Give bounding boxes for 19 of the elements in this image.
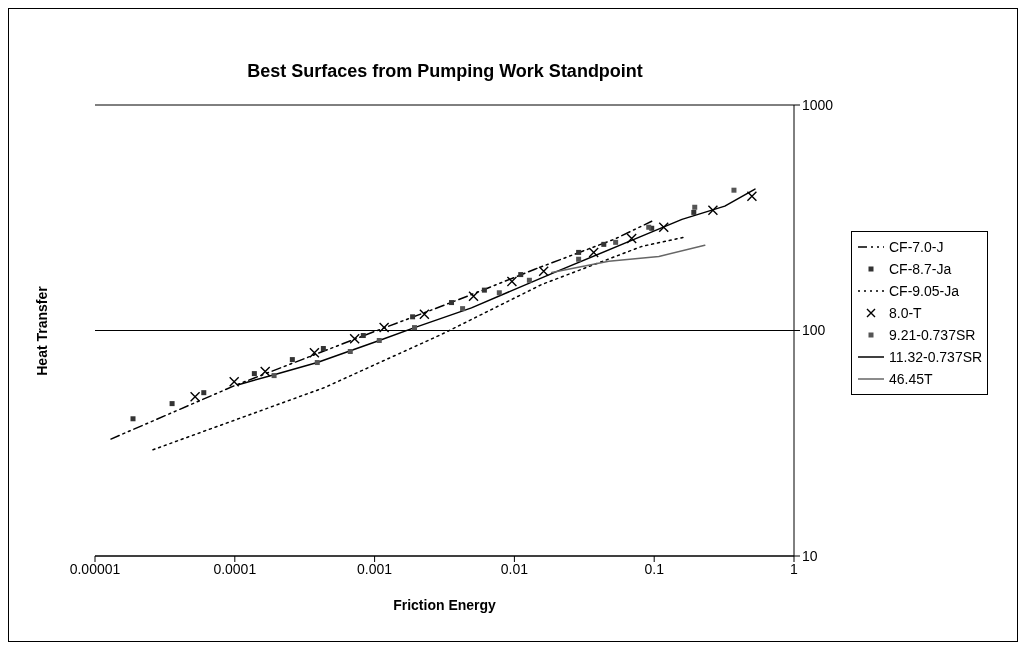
y-tick-label: 10 (802, 547, 818, 564)
x-tick-label: 1 (790, 560, 799, 577)
x-axis-title: Friction Energy (393, 597, 497, 613)
y-axis-title: Heat Transfer (34, 286, 50, 376)
legend-label: CF-9.05-Ja (889, 283, 960, 299)
x-tick-label: 0.01 (500, 560, 529, 577)
chart-title: Best Surfaces from Pumping Work Standpoint (246, 61, 644, 82)
legend-label: 8.0-T (889, 305, 922, 321)
legend-label: CF-8.7-Ja (889, 261, 952, 277)
x-tick-label: 0.1 (644, 560, 665, 577)
x-tick-label: 0.001 (357, 560, 393, 577)
legend-label: 46.45T (889, 371, 933, 387)
x-tick-label: 0.00001 (69, 560, 121, 577)
y-tick-label: 100 (802, 322, 826, 339)
legend-label: 11.32-0.737SR (889, 349, 983, 365)
y-tick-label: 1000 (802, 96, 834, 113)
x-tick-label: 0.0001 (213, 560, 257, 577)
legend-label: 9.21-0.737SR (889, 327, 976, 343)
legend-label: CF-7.0-J (889, 239, 944, 255)
